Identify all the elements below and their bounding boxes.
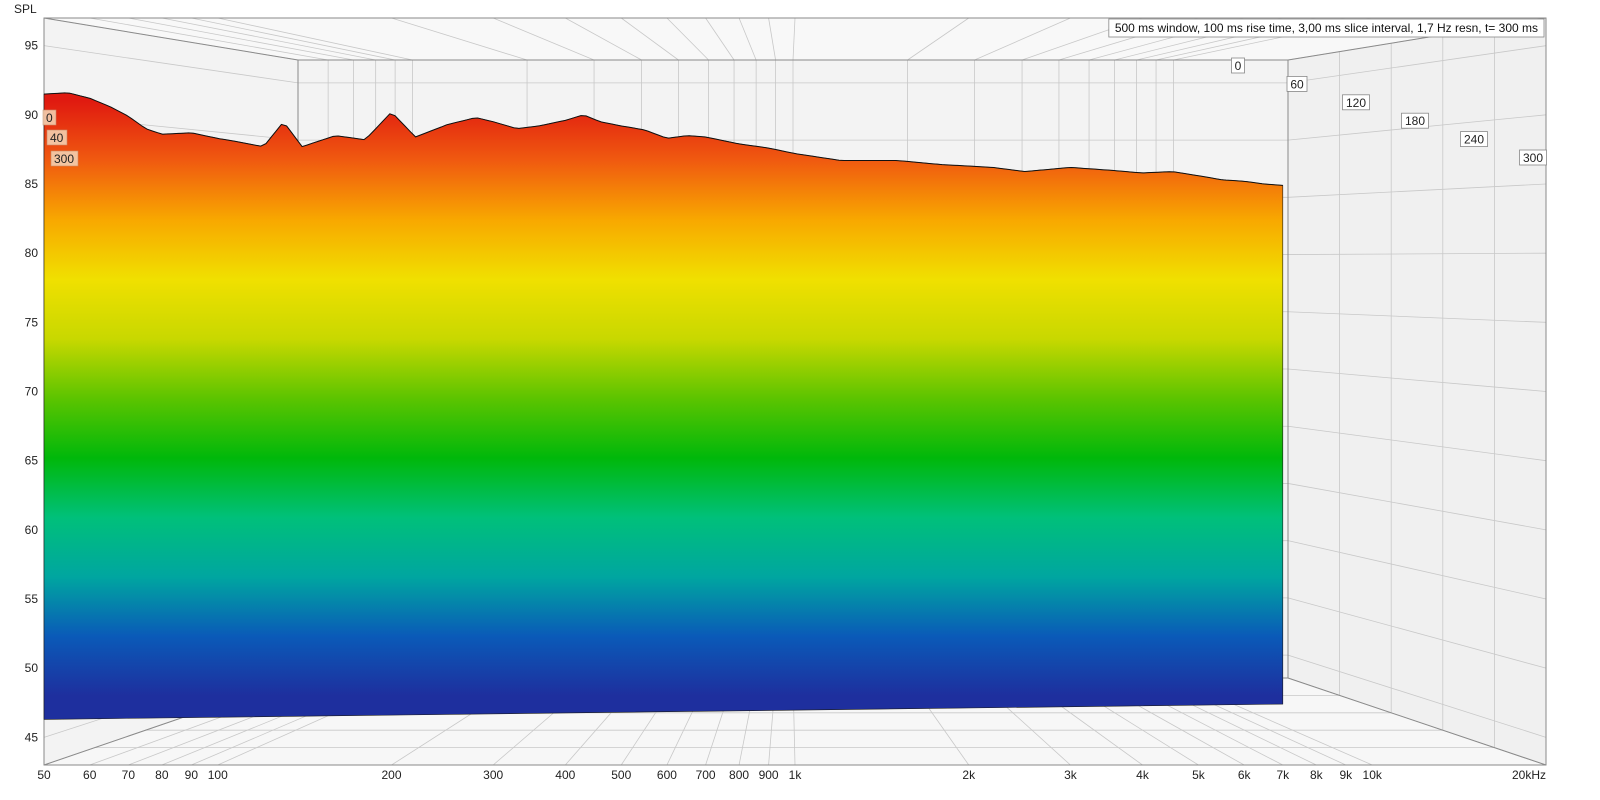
x-tick-label: 3k bbox=[1064, 768, 1078, 782]
depth-label: 180 bbox=[1405, 114, 1425, 128]
x-tick-label: 800 bbox=[729, 768, 749, 782]
x-tick-label: 200 bbox=[382, 768, 402, 782]
x-tick-label: 4k bbox=[1136, 768, 1150, 782]
x-tick-label: 900 bbox=[759, 768, 779, 782]
x-tick-label: 60 bbox=[83, 768, 97, 782]
depth-label: 240 bbox=[1464, 133, 1484, 147]
y-tick-label: 65 bbox=[25, 454, 39, 468]
x-tick-label: 100 bbox=[208, 768, 228, 782]
y-axis-label: SPL bbox=[14, 2, 37, 16]
info-text: 500 ms window, 100 ms rise time, 3,00 ms… bbox=[1115, 21, 1538, 35]
surface-layer bbox=[43, 92, 1284, 720]
y-tick-label: 90 bbox=[25, 108, 39, 122]
slice-label: 40 bbox=[50, 131, 64, 145]
left-slice-labels: 0 40 300 bbox=[42, 109, 79, 167]
x-tick-label: 300 bbox=[483, 768, 503, 782]
slice-label-box bbox=[46, 129, 68, 146]
x-tick-label: 7k bbox=[1276, 768, 1290, 782]
x-tick-label: 500 bbox=[611, 768, 631, 782]
x-tick-label: 5k bbox=[1192, 768, 1206, 782]
x-tick-label: 10k bbox=[1363, 768, 1383, 782]
depth-label-box bbox=[1286, 76, 1308, 92]
x-tick-label: 1k bbox=[789, 768, 803, 782]
decay-slice bbox=[43, 92, 1284, 720]
x-tick-label: 9k bbox=[1339, 768, 1353, 782]
depth-label-box bbox=[1231, 57, 1245, 74]
slice-label-box bbox=[50, 150, 79, 167]
x-tick-label: 6k bbox=[1238, 768, 1252, 782]
x-tick-label: 90 bbox=[185, 768, 199, 782]
y-tick-label: 60 bbox=[25, 523, 39, 537]
x-tick-label: 50 bbox=[37, 768, 51, 782]
depth-axis-labels: 0 60 120 180 240 300 bbox=[1231, 57, 1547, 166]
y-tick-label: 95 bbox=[25, 39, 39, 53]
depth-label: 0 bbox=[1235, 59, 1242, 73]
y-tick-label: 45 bbox=[25, 730, 39, 744]
slice-label-box bbox=[42, 109, 57, 126]
y-tick-label: 50 bbox=[25, 661, 39, 675]
info-box: 500 ms window, 100 ms rise time, 3,00 ms… bbox=[1108, 18, 1545, 38]
x-tick-label: 70 bbox=[122, 768, 136, 782]
y-tick-label: 85 bbox=[25, 177, 39, 191]
info-box-frame bbox=[1108, 18, 1545, 38]
front-slice-line bbox=[43, 92, 1283, 186]
y-tick-label: 75 bbox=[25, 315, 39, 329]
depth-label: 60 bbox=[1290, 77, 1304, 91]
y-tick-label: 80 bbox=[25, 246, 39, 260]
depth-label: 300 bbox=[1523, 151, 1543, 165]
x-tick-label: 8k bbox=[1310, 768, 1324, 782]
depth-label-box bbox=[1460, 131, 1488, 148]
x-tick-label: 80 bbox=[155, 768, 169, 782]
slice-label: 0 bbox=[46, 111, 53, 125]
x-tick-labels: 50 60 70 80 90 100 200 300 400 500 600 700 800 900 1k 2… bbox=[37, 768, 1546, 782]
depth-label: 120 bbox=[1346, 96, 1366, 110]
x-tick-label: 2k bbox=[962, 768, 976, 782]
x-tick-label: 600 bbox=[657, 768, 677, 782]
depth-label-box bbox=[1401, 112, 1429, 129]
y-tick-labels: 95 90 85 80 75 70 65 60 55 50 45 bbox=[25, 39, 39, 745]
depth-label-box bbox=[1342, 94, 1370, 111]
y-tick-label: 70 bbox=[25, 385, 39, 399]
y-tick-label: 55 bbox=[25, 592, 39, 606]
slice-label: 300 bbox=[54, 152, 74, 166]
x-tick-label: 20kHz bbox=[1512, 768, 1546, 782]
depth-label-box bbox=[1519, 149, 1547, 166]
x-tick-label: 700 bbox=[696, 768, 716, 782]
x-tick-label: 400 bbox=[555, 768, 575, 782]
